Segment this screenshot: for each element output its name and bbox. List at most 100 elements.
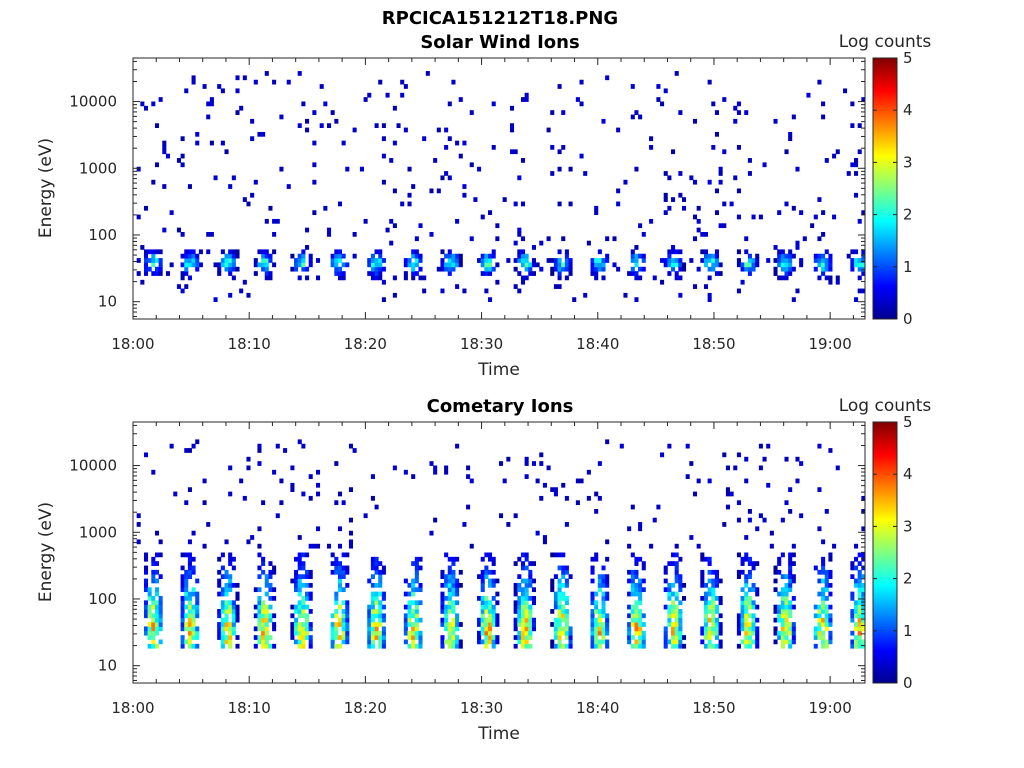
heatmap-cell [297, 582, 302, 588]
heatmap-cell [744, 626, 749, 632]
heatmap-cell [682, 197, 687, 202]
heatmap-cell [228, 253, 233, 259]
heatmap-cell [788, 578, 793, 584]
heatmap-cell [590, 639, 595, 645]
heatmap-cell [780, 639, 785, 645]
heatmap-cell [187, 569, 192, 575]
heatmap-cell [418, 587, 423, 593]
heatmap-cell [634, 617, 639, 623]
heatmap-cell [517, 175, 522, 181]
heatmap-cell [191, 617, 196, 623]
heatmap-cell [597, 574, 602, 579]
heatmap-cell [590, 613, 595, 619]
heatmap-cell [191, 613, 196, 619]
heatmap-cell [773, 609, 778, 614]
heatmap-cell [294, 258, 299, 263]
heatmap-cell [451, 591, 456, 597]
heatmap-cell [224, 591, 229, 597]
heatmap-cell [714, 253, 719, 259]
heatmap-cell [520, 249, 526, 255]
heatmap-cell [268, 604, 273, 610]
heatmap-cell [638, 114, 643, 120]
heatmap-cell [187, 539, 192, 545]
heatmap-cell [308, 569, 313, 575]
heatmap-cell [817, 622, 822, 627]
heatmap-cell [674, 271, 679, 276]
heatmap-cell [561, 617, 566, 623]
heatmap-cell [627, 578, 632, 584]
heatmap-cell [378, 604, 383, 610]
heatmap-cell [682, 596, 687, 601]
heatmap-cell [275, 218, 280, 224]
heatmap-cell [264, 622, 269, 627]
heatmap-cell [418, 275, 423, 281]
heatmap-cell [714, 258, 719, 263]
heatmap-cell [455, 600, 460, 606]
x-tick-label: 18:10 [228, 335, 271, 353]
heatmap-cell [491, 596, 496, 601]
heatmap-cell [187, 600, 192, 606]
heatmap-cell [180, 275, 185, 281]
heatmap-cell [239, 478, 244, 484]
heatmap-cell [711, 643, 716, 649]
heatmap-cell [674, 561, 679, 566]
heatmap-cell [813, 613, 818, 619]
heatmap-cell [758, 513, 763, 519]
heatmap-cell [480, 587, 485, 593]
heatmap-cell [707, 643, 712, 649]
heatmap-cell [557, 284, 562, 289]
heatmap-cell [341, 271, 346, 276]
heatmap-cell [337, 249, 343, 255]
heatmap-cell [747, 258, 752, 263]
heatmap-cell [411, 582, 416, 588]
heatmap-cell [550, 258, 555, 263]
heatmap-cell [821, 539, 826, 545]
heatmap-cell [305, 275, 310, 281]
heatmap-cell [444, 171, 449, 176]
heatmap-cell [528, 569, 533, 575]
heatmap-cell [660, 101, 665, 107]
heatmap-cell [187, 556, 192, 562]
heatmap-cell [557, 609, 562, 614]
heatmap-cell [546, 465, 551, 471]
heatmap-cell [180, 626, 185, 632]
heatmap-cell [488, 556, 493, 562]
heatmap-cell [601, 582, 606, 588]
heatmap-cell [283, 448, 288, 453]
heatmap-cell [195, 262, 200, 268]
heatmap-cell [381, 569, 386, 575]
heatmap-cell [378, 79, 383, 85]
heatmap-cell [780, 587, 785, 593]
heatmap-cell [290, 253, 295, 259]
heatmap-cell [231, 262, 236, 268]
heatmap-cell [297, 643, 302, 649]
heatmap-cell [484, 565, 489, 571]
heatmap-cell [850, 639, 855, 645]
heatmap-cell [484, 258, 489, 263]
heatmap-cell [524, 630, 529, 636]
heatmap-cell [821, 569, 826, 575]
heatmap-cell [553, 635, 558, 640]
heatmap-cell [813, 214, 818, 220]
heatmap-cell [257, 574, 262, 579]
heatmap-cell [224, 258, 229, 263]
heatmap-cell [180, 613, 185, 619]
heatmap-cell [663, 197, 668, 202]
heatmap-cell [663, 626, 668, 632]
heatmap-cell [264, 574, 269, 579]
heatmap-cell [400, 92, 405, 98]
heatmap-cell [773, 118, 778, 124]
heatmap-cell [751, 600, 756, 606]
heatmap-cell [601, 118, 606, 124]
heatmap-cell [330, 110, 335, 115]
x-tick-label: 19:00 [809, 699, 852, 717]
heatmap-cell [290, 578, 295, 584]
heatmap-cell [784, 600, 789, 606]
heatmap-cell [564, 253, 569, 259]
heatmap-cell [381, 635, 386, 640]
heatmap-cell [784, 258, 789, 263]
heatmap-cell [488, 582, 493, 588]
heatmap-cell [334, 500, 339, 506]
heatmap-cell [308, 262, 313, 268]
heatmap-cell [458, 258, 463, 263]
